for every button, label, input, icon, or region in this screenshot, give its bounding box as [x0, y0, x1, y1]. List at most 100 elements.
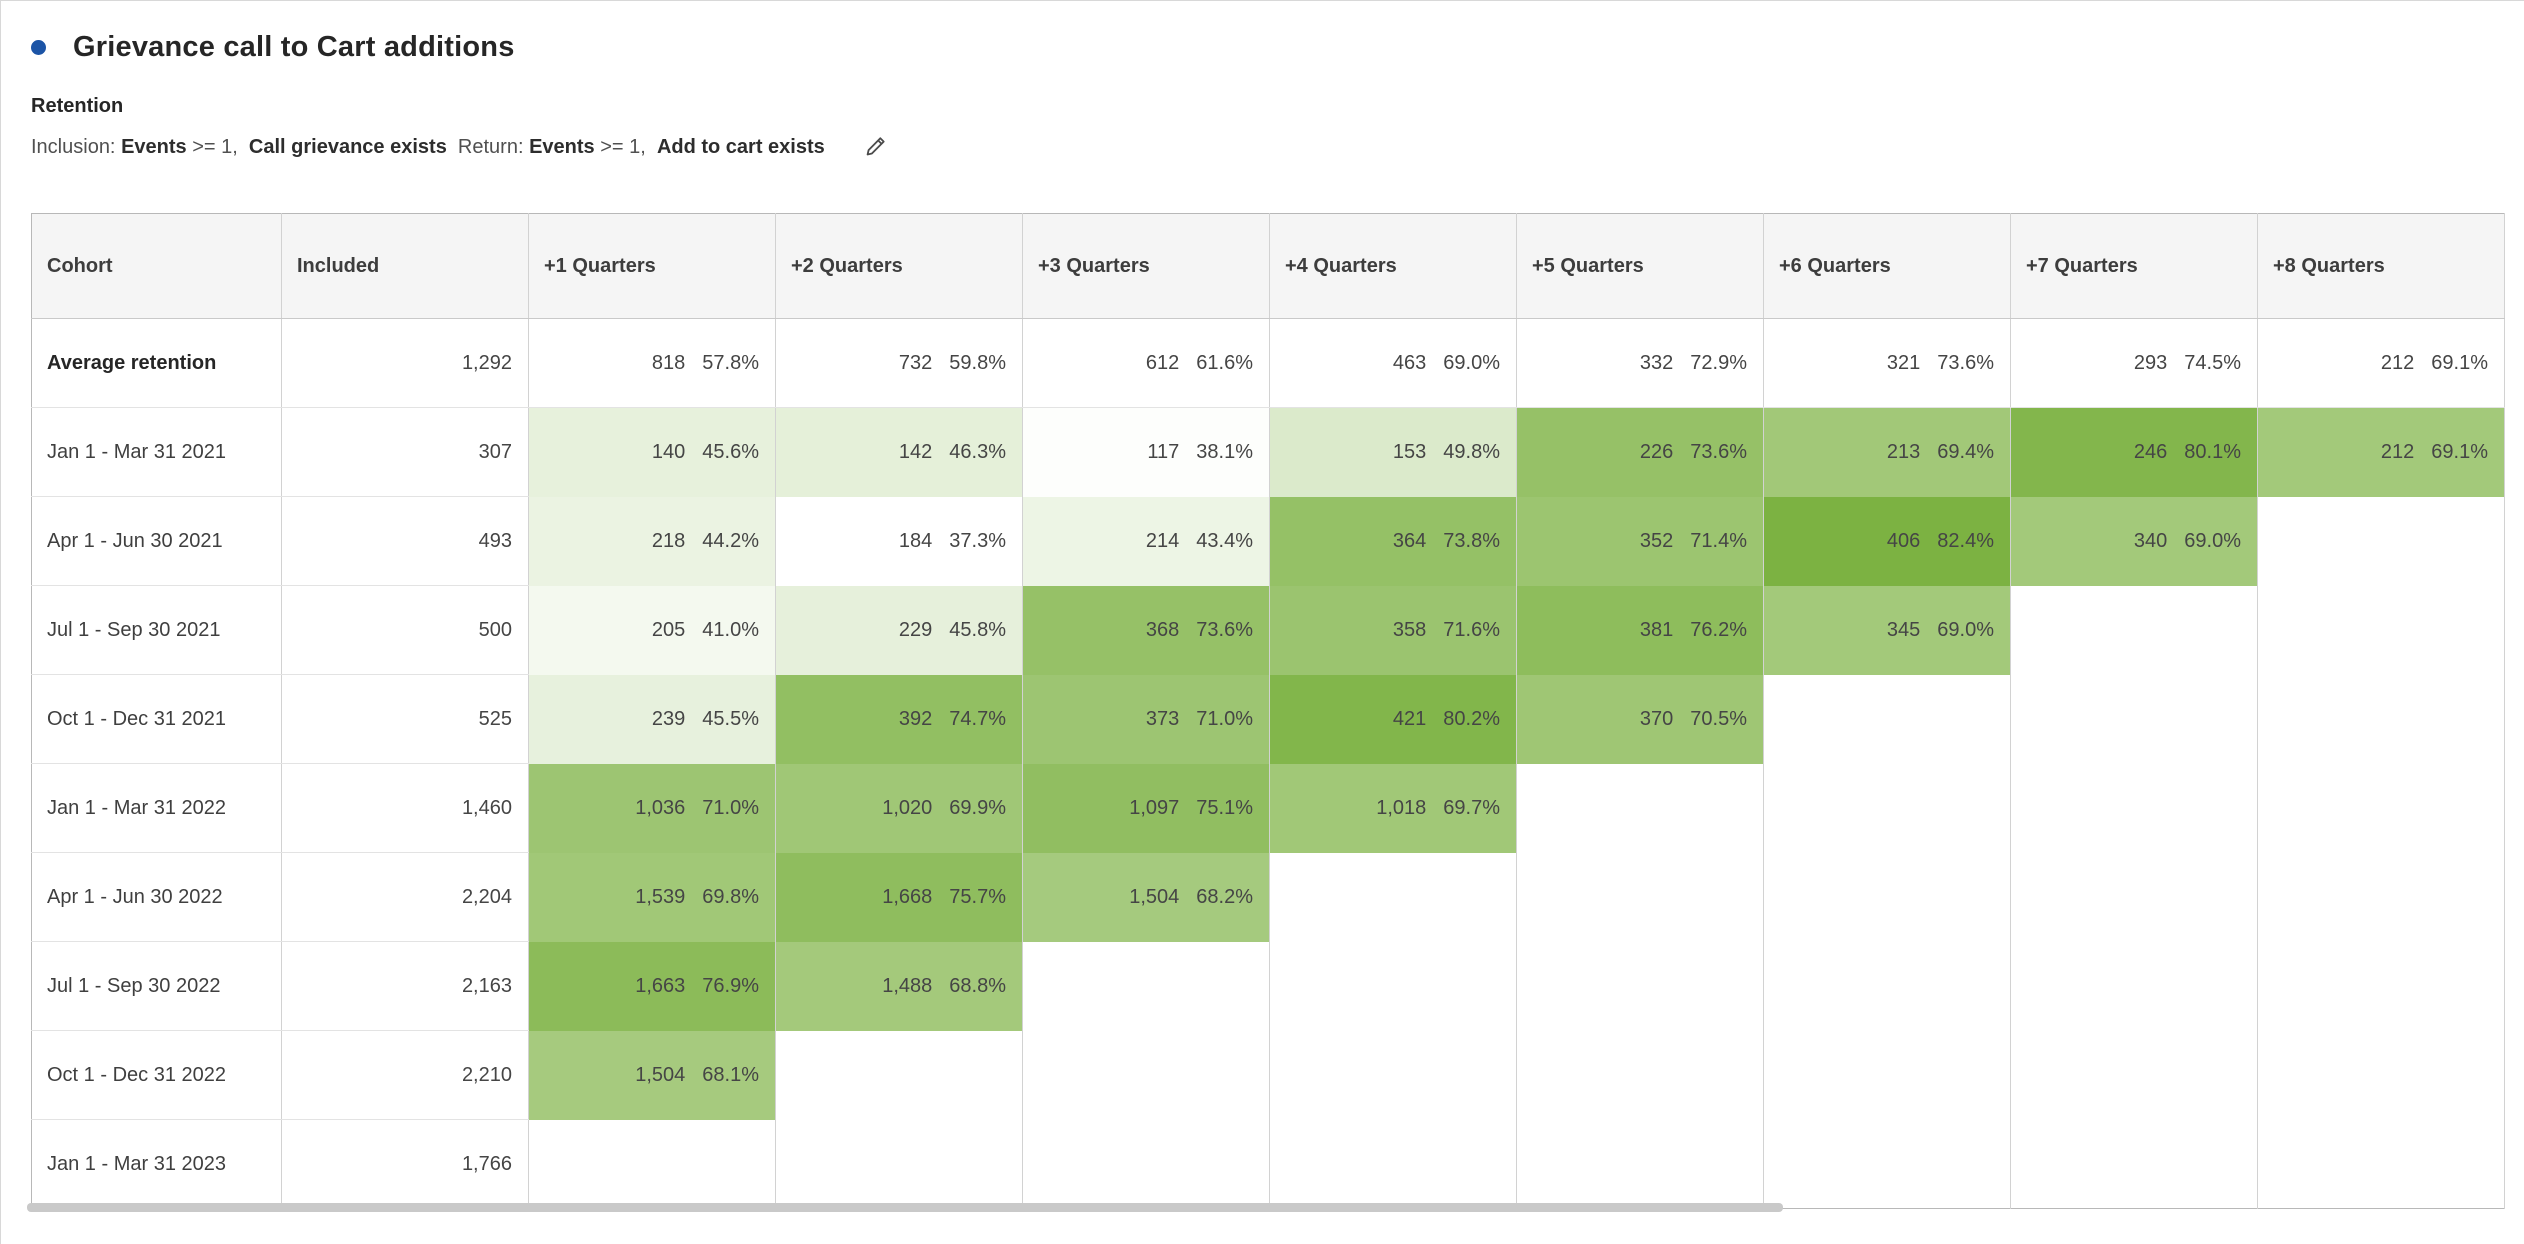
- retention-cell[interactable]: 1,097 75.1%: [1022, 763, 1270, 853]
- criteria-segment: Add to cart exists: [656, 135, 825, 158]
- retention-cell[interactable]: 370 70.5%: [1516, 674, 1764, 764]
- retention-percent: 73.6%: [1937, 351, 1994, 374]
- retention-cell[interactable]: 392 74.7%: [775, 674, 1023, 764]
- retention-cell[interactable]: 184 37.3%: [775, 496, 1023, 586]
- retention-cell: [1763, 1030, 2011, 1120]
- retention-cell[interactable]: 364 73.8%: [1269, 496, 1517, 586]
- retention-cell[interactable]: 1,488 68.8%: [775, 941, 1023, 1031]
- column-header: +3 Quarters: [1022, 213, 1270, 319]
- retention-count: 392: [898, 707, 933, 730]
- retention-cell[interactable]: 345 69.0%: [1763, 585, 2011, 675]
- retention-cell: [1516, 763, 1764, 853]
- retention-percent: 49.8%: [1443, 440, 1500, 463]
- retention-count: 332: [1639, 351, 1674, 374]
- retention-count: 368: [1145, 618, 1180, 641]
- retention-cell: [1763, 852, 2011, 942]
- cohort-table-wrap: Cohort Included +1 Quarters +2 Quarters +3 Q…: [27, 213, 2505, 1215]
- retention-cell[interactable]: 381 76.2%: [1516, 585, 1764, 675]
- retention-count: 818: [651, 351, 686, 374]
- retention-percent: 59.8%: [949, 351, 1006, 374]
- included-cell: 1,292: [281, 318, 529, 408]
- retention-percent: 38.1%: [1196, 440, 1253, 463]
- retention-percent: 69.1%: [2431, 351, 2488, 374]
- retention-cell[interactable]: 406 82.4%: [1763, 496, 2011, 586]
- column-header: +7 Quarters: [2010, 213, 2258, 319]
- retention-percent: 70.5%: [1690, 707, 1747, 730]
- retention-cell[interactable]: 213 69.4%: [1763, 407, 2011, 497]
- retention-percent: 74.5%: [2184, 351, 2241, 374]
- retention-cell[interactable]: 321 73.6%: [1763, 318, 2011, 408]
- edit-criteria-button[interactable]: [863, 135, 887, 159]
- retention-count: 1,663: [635, 974, 686, 997]
- retention-cell[interactable]: 368 73.6%: [1022, 585, 1270, 675]
- retention-cell[interactable]: 205 41.0%: [528, 585, 776, 675]
- retention-cell[interactable]: 818 57.8%: [528, 318, 776, 408]
- retention-cell[interactable]: 1,036 71.0%: [528, 763, 776, 853]
- retention-count: 153: [1392, 440, 1427, 463]
- retention-percent: 69.0%: [1937, 618, 1994, 641]
- retention-cell: [1763, 674, 2011, 764]
- retention-cell[interactable]: 293 74.5%: [2010, 318, 2258, 408]
- retention-cell[interactable]: 214 43.4%: [1022, 496, 1270, 586]
- retention-cell[interactable]: 1,663 76.9%: [528, 941, 776, 1031]
- retention-percent: 46.3%: [949, 440, 1006, 463]
- retention-cell[interactable]: 373 71.0%: [1022, 674, 1270, 764]
- retention-percent: 76.9%: [702, 974, 759, 997]
- retention-cell[interactable]: 239 45.5%: [528, 674, 776, 764]
- retention-cell[interactable]: 117 38.1%: [1022, 407, 1270, 497]
- retention-cell[interactable]: 246 80.1%: [2010, 407, 2258, 497]
- retention-count: 1,020: [882, 796, 933, 819]
- retention-cell[interactable]: 340 69.0%: [2010, 496, 2258, 586]
- retention-cell[interactable]: 358 71.6%: [1269, 585, 1517, 675]
- retention-cell[interactable]: 612 61.6%: [1022, 318, 1270, 408]
- retention-count: 463: [1392, 351, 1427, 374]
- retention-cell[interactable]: 352 71.4%: [1516, 496, 1764, 586]
- page-title: Grievance call to Cart additions: [73, 31, 515, 63]
- retention-cell[interactable]: 226 73.6%: [1516, 407, 1764, 497]
- retention-cell[interactable]: 1,668 75.7%: [775, 852, 1023, 942]
- column-header: +4 Quarters: [1269, 213, 1517, 319]
- report-title-row: Grievance call to Cart additions: [31, 30, 2504, 64]
- retention-cell[interactable]: 332 72.9%: [1516, 318, 1764, 408]
- retention-cell[interactable]: 732 59.8%: [775, 318, 1023, 408]
- criteria-segment: Call grievance exists: [248, 135, 447, 158]
- cohort-cell: Jan 1 - Mar 31 2022: [31, 763, 282, 853]
- retention-cell[interactable]: 212 69.1%: [2257, 407, 2505, 497]
- retention-count: 364: [1392, 529, 1427, 552]
- retention-cell[interactable]: 1,504 68.2%: [1022, 852, 1270, 942]
- cohort-cell: Apr 1 - Jun 30 2022: [31, 852, 282, 942]
- retention-cell[interactable]: 1,020 69.9%: [775, 763, 1023, 853]
- retention-count: 229: [898, 618, 933, 641]
- retention-cell[interactable]: 218 44.2%: [528, 496, 776, 586]
- included-cell: 2,210: [281, 1030, 529, 1120]
- retention-cell[interactable]: 140 45.6%: [528, 407, 776, 497]
- retention-cell[interactable]: 463 69.0%: [1269, 318, 1517, 408]
- report-page: Grievance call to Cart additions Retenti…: [27, 30, 2505, 1215]
- retention-cell: [1763, 763, 2011, 853]
- retention-cell[interactable]: 1,018 69.7%: [1269, 763, 1517, 853]
- retention-cell[interactable]: 1,539 69.8%: [528, 852, 776, 942]
- retention-count: 345: [1886, 618, 1921, 641]
- retention-cell[interactable]: 229 45.8%: [775, 585, 1023, 675]
- cohort-cell: Oct 1 - Dec 31 2022: [31, 1030, 282, 1120]
- retention-count: 226: [1639, 440, 1674, 463]
- retention-count: 213: [1886, 440, 1921, 463]
- retention-cell: [2010, 852, 2258, 942]
- retention-count: 1,018: [1376, 796, 1427, 819]
- retention-cell: [2257, 496, 2505, 586]
- retention-percent: 75.7%: [949, 885, 1006, 908]
- retention-cell[interactable]: 1,504 68.1%: [528, 1030, 776, 1120]
- retention-count: 205: [651, 618, 686, 641]
- scrollbar-thumb[interactable]: [27, 1203, 1783, 1212]
- retention-cell[interactable]: 153 49.8%: [1269, 407, 1517, 497]
- retention-cell[interactable]: 142 46.3%: [775, 407, 1023, 497]
- cohort-cell: Jan 1 - Mar 31 2021: [31, 407, 282, 497]
- cohort-cell: Jul 1 - Sep 30 2021: [31, 585, 282, 675]
- horizontal-scrollbar[interactable]: [27, 1203, 2504, 1215]
- cohort-cell: Apr 1 - Jun 30 2021: [31, 496, 282, 586]
- cohort-table: Cohort Included +1 Quarters +2 Quarters +3 Q…: [31, 213, 2505, 1209]
- retention-cell[interactable]: 421 80.2%: [1269, 674, 1517, 764]
- cohort-cell: Jul 1 - Sep 30 2022: [31, 941, 282, 1031]
- retention-cell[interactable]: 212 69.1%: [2257, 318, 2505, 408]
- included-cell: 2,163: [281, 941, 529, 1031]
